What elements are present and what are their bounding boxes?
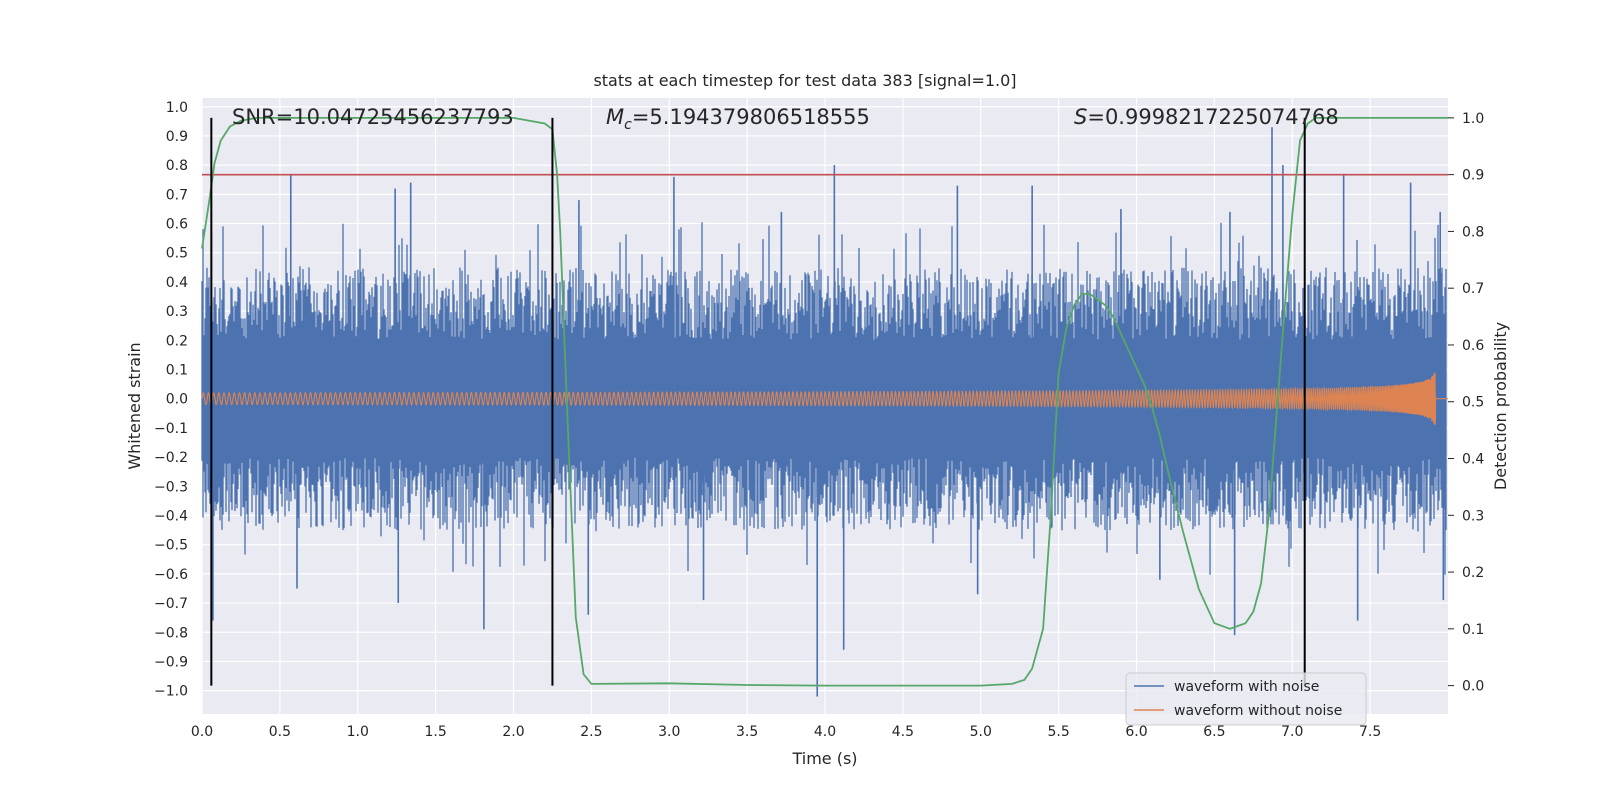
y-left-tick-label: 0.4 bbox=[166, 275, 188, 291]
chirp-mass-annotation: Mc=5.194379806518555 bbox=[606, 105, 870, 133]
x-tick-label: 3.5 bbox=[736, 724, 758, 740]
x-tick-label: 2.0 bbox=[502, 724, 524, 740]
y-right-tick-label: 0.5 bbox=[1462, 395, 1484, 411]
series-waveform-without-noise bbox=[201, 372, 1448, 426]
x-axis-ticks: 0.0 0.5 1.0 1.5 2.0 2.5 3.0 3.5 4.0 4.5 5.0 5.5 6.0 6… bbox=[191, 724, 1381, 740]
series-detection-probability bbox=[201, 117, 1448, 687]
x-tick-label: 1.5 bbox=[424, 724, 446, 740]
y-left-tick-label: 0.5 bbox=[166, 246, 188, 262]
x-tick-label: 4.5 bbox=[892, 724, 914, 740]
y-left-tick-label: −0.8 bbox=[154, 625, 188, 641]
y-left-tick-label: 0.7 bbox=[166, 187, 188, 203]
chart-title: stats at each timestep for test data 383… bbox=[593, 71, 1016, 90]
mc-subscript: c bbox=[624, 117, 632, 133]
legend-box bbox=[1125, 672, 1367, 726]
y-left-axis-ticks: −1.0 −0.9 −0.8 −0.7 −0.6 −0.5 −0.4 −0.3 −0.2 −0.1… bbox=[154, 100, 188, 700]
y-right-axis-ticks: 0.0 0.1 0.2 0.3 0.4 0.5 0.6 0.7 0.8 0.9 1.0 bbox=[1448, 111, 1484, 695]
y-left-tick-label: −0.2 bbox=[154, 450, 188, 466]
y-right-tick-label: 0.0 bbox=[1462, 679, 1484, 695]
y-left-tick-label: −0.1 bbox=[154, 421, 188, 437]
x-tick-label: 0.5 bbox=[269, 724, 291, 740]
snr-annotation: SNR=10.04725456237793 bbox=[232, 105, 514, 129]
x-axis-label: Time (s) bbox=[791, 749, 857, 768]
y-right-tick-label: 1.0 bbox=[1462, 111, 1484, 127]
y-left-tick-label: 0.1 bbox=[166, 363, 188, 379]
y-right-tick-label: 0.9 bbox=[1462, 168, 1484, 184]
y-left-tick-label: −0.7 bbox=[154, 596, 188, 612]
x-tick-label: 0.0 bbox=[191, 724, 213, 740]
detection-markers bbox=[210, 117, 1306, 686]
y-left-tick-label: −0.5 bbox=[154, 538, 188, 554]
legend-label-noise: waveform with noise bbox=[1174, 679, 1319, 695]
y-left-tick-label: 0.9 bbox=[166, 129, 188, 145]
y-left-tick-label: 0.2 bbox=[166, 333, 188, 349]
mc-value: =5.194379806518555 bbox=[632, 105, 870, 129]
y-left-tick-label: 0.8 bbox=[166, 158, 188, 174]
y-right-tick-label: 0.2 bbox=[1462, 565, 1484, 581]
s-symbol: S bbox=[1074, 105, 1087, 129]
clean-waveform-trace bbox=[201, 372, 1448, 426]
y-left-tick-label: 0.0 bbox=[166, 392, 188, 408]
s-value: =0.9998217225074768 bbox=[1087, 105, 1338, 129]
y-right-tick-label: 0.6 bbox=[1462, 338, 1484, 354]
x-tick-label: 5.0 bbox=[970, 724, 992, 740]
x-tick-label: 6.0 bbox=[1125, 724, 1147, 740]
score-annotation: S=0.9998217225074768 bbox=[1074, 105, 1339, 129]
y-left-tick-label: 0.3 bbox=[166, 304, 188, 320]
y-right-axis-label: Detection probability bbox=[1491, 322, 1510, 490]
legend-label-clean: waveform without noise bbox=[1174, 703, 1342, 719]
x-tick-label: 2.5 bbox=[580, 724, 602, 740]
x-tick-label: 4.0 bbox=[814, 724, 836, 740]
y-right-tick-label: 0.3 bbox=[1462, 508, 1484, 524]
y-left-tick-label: −0.4 bbox=[154, 508, 188, 524]
y-right-tick-label: 0.1 bbox=[1462, 622, 1484, 638]
y-left-tick-label: −1.0 bbox=[154, 684, 188, 700]
x-tick-label: 1.0 bbox=[347, 724, 369, 740]
y-right-tick-label: 0.7 bbox=[1462, 281, 1484, 297]
y-left-tick-label: −0.9 bbox=[154, 654, 188, 670]
y-left-tick-label: −0.6 bbox=[154, 567, 188, 583]
x-tick-label: 5.5 bbox=[1047, 724, 1069, 740]
y-left-axis-label: Whitened strain bbox=[125, 342, 144, 469]
x-tick-label: 7.5 bbox=[1359, 724, 1381, 740]
probability-trace bbox=[201, 117, 1448, 687]
x-tick-label: 3.0 bbox=[658, 724, 680, 740]
legend: waveform with noise waveform without noi… bbox=[1125, 672, 1367, 726]
y-right-tick-label: 0.8 bbox=[1462, 224, 1484, 240]
y-right-tick-label: 0.4 bbox=[1462, 452, 1484, 468]
x-tick-label: 7.0 bbox=[1281, 724, 1303, 740]
x-tick-label: 6.5 bbox=[1203, 724, 1225, 740]
y-left-tick-label: 0.6 bbox=[166, 217, 188, 233]
y-left-tick-label: −0.3 bbox=[154, 479, 188, 495]
mc-symbol: M bbox=[606, 105, 624, 129]
y-left-tick-label: 1.0 bbox=[166, 100, 188, 116]
